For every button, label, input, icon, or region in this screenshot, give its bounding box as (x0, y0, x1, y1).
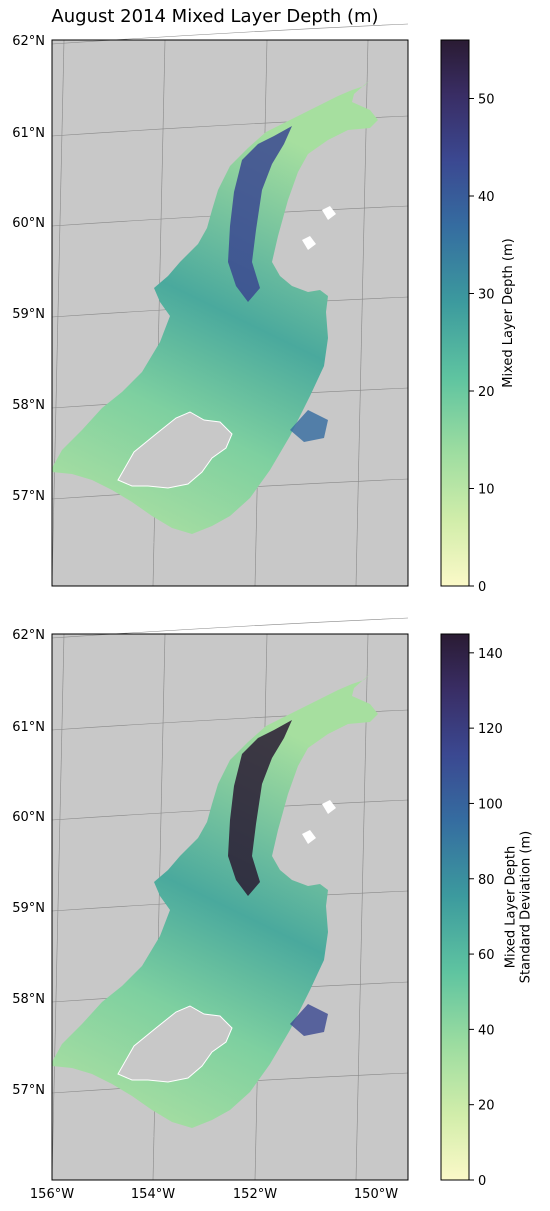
latitude-label: 57°N (12, 1083, 45, 1098)
meridian-line (355, 633, 369, 1181)
latitude-label: 58°N (12, 992, 45, 1007)
latitude-label: 59°N (12, 901, 45, 916)
meridian-line (355, 39, 369, 587)
colorbar-tick-label: 10 (478, 483, 495, 498)
kodiak-island (117, 411, 233, 489)
coast-fjords (302, 206, 336, 250)
colorbar-tick-label: 40 (478, 1023, 495, 1038)
latitude-label: 60°N (12, 810, 45, 825)
parallel-line (51, 617, 409, 639)
colorbar-top: 0 10 20 30 40 50 Mixed Layer Depth (m) (440, 39, 516, 595)
latitude-label: 59°N (12, 307, 45, 322)
shelf-deep-zone (290, 410, 328, 442)
trinity-islands (112, 1132, 154, 1148)
latitude-label: 61°N (12, 720, 45, 735)
latitude-label: 60°N (12, 216, 45, 231)
latitude-label: 57°N (12, 489, 45, 504)
colorbar-gradient (440, 633, 470, 1181)
trinity-islands (112, 538, 154, 554)
latitude-label: 62°N (12, 34, 45, 49)
inlet-deep-zone (228, 720, 292, 896)
kodiak-island (117, 1005, 233, 1083)
colorbar-tick-label: 50 (478, 93, 495, 108)
colorbar-tick-label: 140 (478, 647, 503, 662)
meridian-line (51, 633, 65, 1181)
colorbar-label: Standard Deviation (m) (519, 831, 534, 983)
shelf-deep-zone (290, 1004, 328, 1036)
map-bottom-axis-labels: 62°N 61°N 60°N 59°N 58°N 57°N 156°W 154°W 152°W 1… (12, 628, 398, 1202)
ocean-area (52, 674, 378, 1128)
figure-title: August 2014 Mixed Layer Depth (m) (51, 6, 379, 27)
colorbar-tick-label: 60 (478, 948, 495, 963)
ocean-field (52, 80, 378, 554)
colorbar-tick-label: 120 (478, 722, 503, 737)
colorbar-tick-label: 0 (478, 1174, 486, 1189)
colorbar-tick-label: 80 (478, 873, 495, 888)
colorbar-tick-label: 40 (478, 190, 495, 205)
parallel-line (51, 23, 409, 45)
colorbar-tick-label: 30 (478, 288, 495, 303)
colorbar-gradient (440, 39, 470, 587)
map-frame (51, 39, 409, 587)
map-frame (51, 633, 409, 1181)
colorbar-tick-label: 0 (478, 580, 486, 595)
colorbar-bottom: 0 20 40 60 80 100 120 140 Mixed Layer Depth Stand… (440, 633, 534, 1189)
coast-fjords (302, 800, 336, 844)
ocean-area (52, 80, 378, 534)
ocean-field (52, 674, 378, 1148)
latitude-label: 61°N (12, 126, 45, 141)
longitude-label: 154°W (131, 1187, 175, 1202)
colorbar-label: Mixed Layer Depth (m) (501, 238, 516, 387)
colorbar-tick-label: 100 (478, 797, 503, 812)
meridian-line (51, 39, 65, 587)
colorbar-label: Mixed Layer Depth (504, 846, 519, 968)
latitude-label: 62°N (12, 628, 45, 643)
map-panel-top (51, 23, 409, 587)
colorbar-tick-label: 20 (478, 1099, 495, 1114)
inlet-deep-zone (228, 126, 292, 302)
map-top-axis-labels: 62°N 61°N 60°N 59°N 58°N 57°N (12, 34, 45, 504)
longitude-label: 156°W (30, 1187, 74, 1202)
colorbar-tick-label: 20 (478, 385, 495, 400)
map-panel-bottom (51, 617, 409, 1181)
longitude-label: 152°W (233, 1187, 277, 1202)
latitude-label: 58°N (12, 398, 45, 413)
longitude-label: 150°W (354, 1187, 398, 1202)
